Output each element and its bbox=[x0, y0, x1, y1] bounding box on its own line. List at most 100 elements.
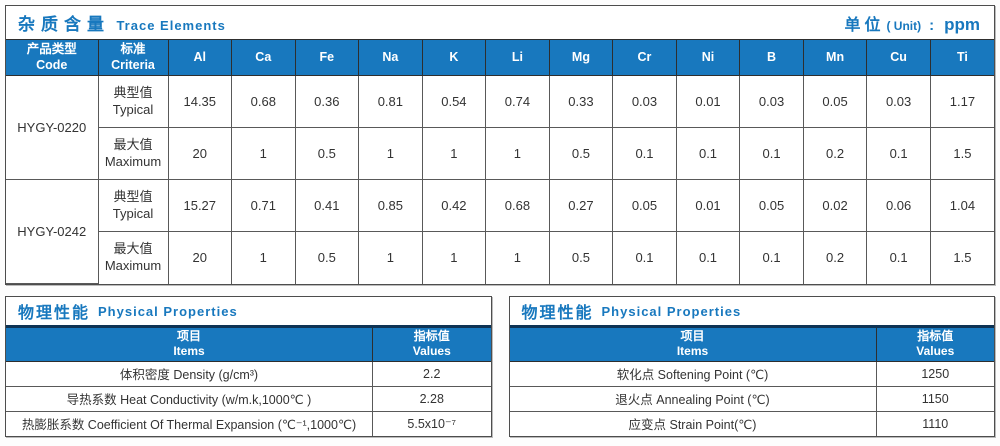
col-header-code-en: Code bbox=[36, 57, 68, 72]
element-value-cell: 1 bbox=[231, 231, 296, 284]
phys-header-row: 项目 Items 指标值 Values bbox=[6, 328, 491, 362]
element-value-cell: 0.71 bbox=[231, 179, 296, 232]
criteria-cell: 最大值 Maximum bbox=[98, 127, 169, 180]
element-value-cell: 20 bbox=[167, 231, 233, 284]
element-value-cell: 0.05 bbox=[802, 75, 868, 128]
element-value-cell: 0.1 bbox=[612, 127, 677, 180]
element-value-cell: 0.41 bbox=[294, 179, 360, 232]
element-value-cell: 0.1 bbox=[675, 231, 741, 284]
element-value-cell: 1 bbox=[358, 127, 423, 180]
property-value-cell: 2.2 bbox=[372, 360, 491, 387]
property-item-cell: 热膨胀系数 Coefficient Of Thermal Expansion (… bbox=[6, 410, 373, 436]
section-title-zh: 物理性能 bbox=[521, 305, 594, 322]
trace-elements-titlebar: 杂质含量 Trace Elements 单位 ( Unit) : ppm bbox=[6, 6, 994, 39]
section-title-zh: 物理性能 bbox=[18, 305, 91, 322]
criteria-cell: 典型值 Typical bbox=[97, 179, 169, 232]
col-header-items: 项目 Items bbox=[509, 328, 877, 362]
table-row: HYGY-0220 典型值 Typical 14.35 0.68 0.36 0.… bbox=[6, 75, 994, 180]
element-value-cell: 0.01 bbox=[675, 75, 741, 128]
element-value-cell: 0.68 bbox=[231, 75, 296, 128]
element-value-cell: 1 bbox=[231, 127, 296, 180]
col-header-element: Ca bbox=[231, 39, 296, 76]
col-header-items: 项目 Items bbox=[6, 328, 373, 362]
element-value-cell: 0.2 bbox=[802, 231, 868, 284]
physical-properties-titlebar: 物理性能 Physical Properties bbox=[509, 297, 994, 328]
criteria-cell: 最大值 Maximum bbox=[98, 231, 169, 284]
physical-properties-row: 物理性能 Physical Properties 项目 Items 指标值 Va… bbox=[5, 296, 995, 437]
element-value-cell: 0.5 bbox=[294, 127, 360, 180]
col-header-code: 产品类型 Code bbox=[6, 39, 99, 76]
element-value-cell: 1 bbox=[485, 127, 550, 180]
unit-label-paren: ( Unit) bbox=[886, 18, 922, 33]
phys-header-row: 项目 Items 指标值 Values bbox=[509, 328, 994, 362]
property-value-cell: 1110 bbox=[875, 410, 994, 436]
element-value-cell: 0.27 bbox=[548, 179, 614, 232]
element-value-cell: 1.5 bbox=[929, 127, 994, 180]
section-title: 杂质含量 Trace Elements bbox=[18, 10, 226, 35]
table-row: 热膨胀系数 Coefficient Of Thermal Expansion (… bbox=[6, 410, 491, 436]
element-value-cell: 0.81 bbox=[358, 75, 423, 128]
property-item-cell: 软化点 Softening Point (℃) bbox=[509, 360, 877, 387]
property-value-cell: 2.28 bbox=[372, 385, 491, 412]
element-value-cell: 0.05 bbox=[739, 179, 804, 232]
element-value-cell: 0.36 bbox=[294, 75, 360, 128]
element-value-cell: 0.85 bbox=[358, 179, 423, 232]
element-value-cell: 0.1 bbox=[866, 231, 931, 284]
table-row: 导热系数 Heat Conductivity (w/m.k,1000℃ ) 2.… bbox=[6, 385, 491, 412]
col-header-element: Mg bbox=[548, 39, 614, 76]
table-row: 退火点 Annealing Point (℃) 1150 bbox=[509, 385, 994, 412]
element-value-cell: 1.17 bbox=[929, 75, 994, 128]
element-value-cell: 0.1 bbox=[675, 127, 741, 180]
element-value-cell: 0.03 bbox=[612, 75, 677, 128]
col-header-element: Ni bbox=[675, 39, 741, 76]
col-header-values-en: Values bbox=[412, 344, 451, 359]
property-item-cell: 应变点 Strain Point(℃) bbox=[509, 410, 877, 436]
table-row: HYGY-0242 典型值 Typical 15.27 0.71 0.41 0.… bbox=[6, 179, 994, 284]
trace-elements-table: 产品类型 Code 标准 Criteria Al Ca Fe Na K Li M… bbox=[6, 39, 994, 284]
element-value-cell: 1 bbox=[358, 231, 423, 284]
property-item-cell: 导热系数 Heat Conductivity (w/m.k,1000℃ ) bbox=[6, 385, 373, 412]
criteria-cell: 典型值 Typical bbox=[97, 75, 169, 128]
element-value-cell: 0.5 bbox=[548, 231, 614, 284]
col-header-items-en: Items bbox=[173, 344, 205, 359]
physical-properties-table: 项目 Items 指标值 Values 体积密度 Density (g/cm³)… bbox=[6, 328, 491, 436]
element-value-cell: 0.03 bbox=[866, 75, 931, 128]
unit-value: ppm bbox=[944, 14, 980, 34]
unit-colon: : bbox=[929, 16, 935, 34]
element-value-cell: 0.42 bbox=[421, 179, 487, 232]
element-value-cell: 0.1 bbox=[612, 231, 677, 284]
element-value-cell: 0.74 bbox=[485, 75, 550, 128]
product-code-cell: HYGY-0220 bbox=[6, 75, 99, 180]
criteria-en: Typical bbox=[112, 205, 154, 221]
element-value-cell: 0.2 bbox=[802, 127, 868, 180]
col-header-element: Fe bbox=[294, 39, 360, 76]
col-header-items-zh: 项目 bbox=[176, 329, 201, 344]
element-value-cell: 1.04 bbox=[929, 179, 994, 232]
table-row: 体积密度 Density (g/cm³) 2.2 bbox=[6, 360, 491, 387]
element-value-cell: 1.5 bbox=[929, 231, 994, 284]
trace-elements-section: 杂质含量 Trace Elements 单位 ( Unit) : ppm 产品类… bbox=[5, 5, 995, 285]
element-value-cell: 20 bbox=[167, 127, 233, 180]
element-value-cell: 1 bbox=[421, 127, 487, 180]
property-value-cell: 5.5x10⁻⁷ bbox=[372, 410, 491, 436]
property-value-cell: 1150 bbox=[875, 385, 994, 412]
element-value-cell: 0.5 bbox=[294, 231, 360, 284]
element-value-cell: 0.02 bbox=[802, 179, 868, 232]
col-header-element: Al bbox=[167, 39, 233, 76]
col-header-values-zh: 指标值 bbox=[917, 329, 954, 344]
col-header-code-zh: 产品类型 bbox=[26, 41, 77, 56]
col-header-values: 指标值 Values bbox=[372, 328, 491, 362]
col-header-element: Mn bbox=[802, 39, 868, 76]
section-title-en: Physical Properties bbox=[601, 303, 742, 319]
property-item-cell: 退火点 Annealing Point (℃) bbox=[509, 385, 877, 412]
element-value-cell: 0.03 bbox=[739, 75, 804, 128]
physical-properties-section-left: 物理性能 Physical Properties 项目 Items 指标值 Va… bbox=[5, 296, 492, 437]
col-header-element: Ti bbox=[929, 39, 994, 76]
col-header-values-en: Values bbox=[916, 344, 955, 359]
element-value-cell: 0.33 bbox=[548, 75, 614, 128]
col-header-values: 指标值 Values bbox=[875, 328, 994, 362]
datasheet-page: 杂质含量 Trace Elements 单位 ( Unit) : ppm 产品类… bbox=[5, 5, 995, 437]
table-row: 最大值 Maximum 20 1 0.5 1 1 1 0.5 0.1 0.1 0… bbox=[6, 127, 994, 180]
property-item-cell: 体积密度 Density (g/cm³) bbox=[6, 360, 373, 387]
table-row: 最大值 Maximum 20 1 0.5 1 1 1 0.5 0.1 0.1 0… bbox=[6, 231, 994, 284]
